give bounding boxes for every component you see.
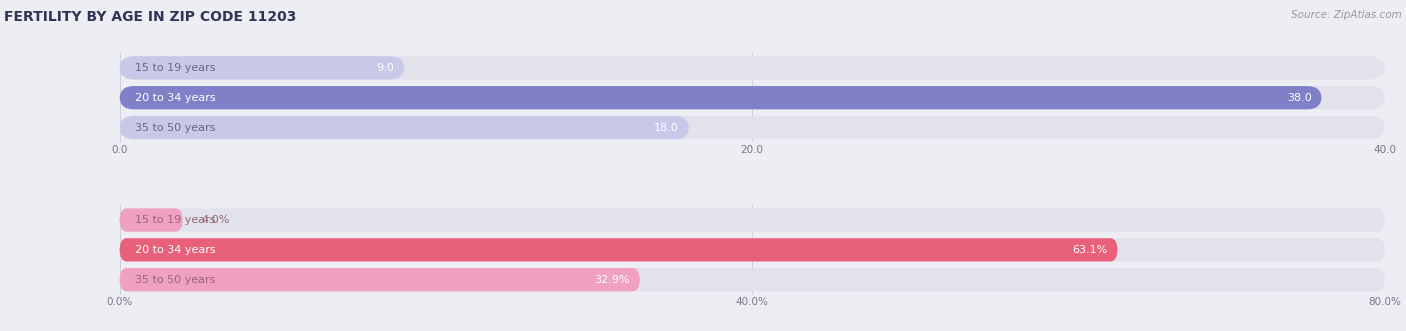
FancyBboxPatch shape [120, 56, 1385, 79]
Text: 35 to 50 years: 35 to 50 years [135, 275, 215, 285]
Text: 35 to 50 years: 35 to 50 years [135, 122, 215, 132]
Text: 18.0: 18.0 [654, 122, 679, 132]
Text: 38.0: 38.0 [1286, 93, 1312, 103]
FancyBboxPatch shape [120, 86, 1322, 109]
FancyBboxPatch shape [120, 268, 1385, 291]
FancyBboxPatch shape [120, 116, 1385, 139]
Text: 20 to 34 years: 20 to 34 years [135, 93, 215, 103]
Text: 20 to 34 years: 20 to 34 years [135, 245, 215, 255]
FancyBboxPatch shape [120, 238, 1385, 261]
Text: 9.0: 9.0 [377, 63, 394, 73]
Text: Source: ZipAtlas.com: Source: ZipAtlas.com [1291, 10, 1402, 20]
FancyBboxPatch shape [120, 209, 183, 232]
Text: 4.0%: 4.0% [202, 215, 231, 225]
Text: FERTILITY BY AGE IN ZIP CODE 11203: FERTILITY BY AGE IN ZIP CODE 11203 [4, 10, 297, 24]
Text: 32.9%: 32.9% [595, 275, 630, 285]
Text: 15 to 19 years: 15 to 19 years [135, 215, 215, 225]
Text: 63.1%: 63.1% [1073, 245, 1108, 255]
FancyBboxPatch shape [120, 86, 1385, 109]
FancyBboxPatch shape [120, 56, 405, 79]
Text: 15 to 19 years: 15 to 19 years [135, 63, 215, 73]
FancyBboxPatch shape [120, 238, 1118, 261]
FancyBboxPatch shape [120, 116, 689, 139]
FancyBboxPatch shape [120, 268, 640, 291]
FancyBboxPatch shape [120, 209, 1385, 232]
